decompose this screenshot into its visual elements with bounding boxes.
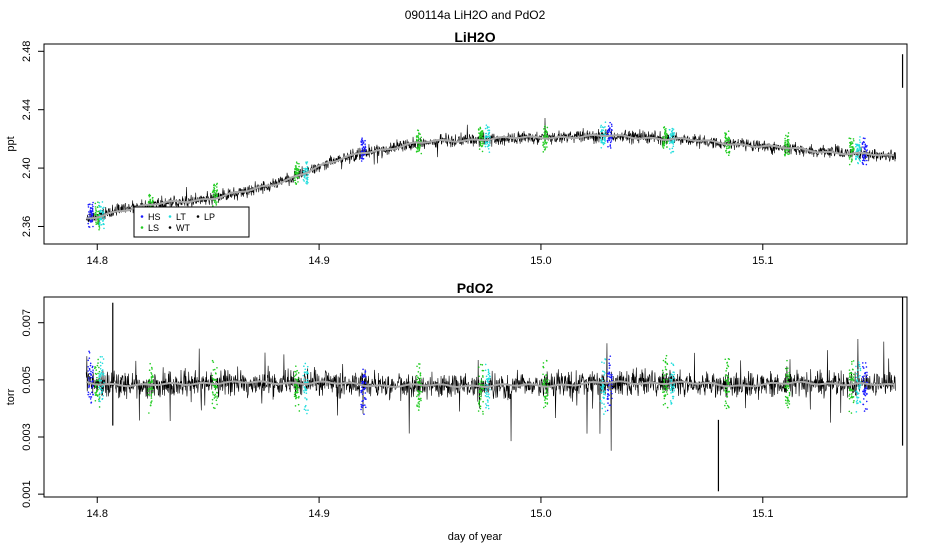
legend-wt-label: WT bbox=[176, 223, 190, 233]
pdo2-plot-frame bbox=[43, 296, 908, 498]
lih2o-calibration-hs-0 bbox=[87, 201, 94, 228]
legend-box bbox=[133, 206, 250, 238]
pdo2-panel: PdO2 torr day of year 14.8 14.9 15.0 15.1 0.… bbox=[5, 280, 908, 543]
lih2o-axes: 14.8 14.9 15.0 15.1 2.36 2.40 2.44 2.48 bbox=[21, 41, 774, 267]
lih2o-x-tick-label-1: 14.9 bbox=[308, 255, 329, 267]
lih2o-calibration-lt-19 bbox=[854, 136, 862, 165]
pdo2-y-tick-label-1: 0.003 bbox=[21, 423, 33, 451]
pdo2-calibration-ls-5 bbox=[293, 365, 301, 412]
pdo2-calibration-lt-6 bbox=[302, 362, 309, 415]
lih2o-x-tick-label-0: 14.8 bbox=[87, 255, 108, 267]
pdo2-smoothed-line bbox=[85, 380, 895, 388]
legend-ls-marker bbox=[140, 226, 144, 229]
pdo2-calibration-ls-3 bbox=[147, 362, 154, 414]
legend-ls-label: LS bbox=[148, 223, 159, 233]
legend-lt-label: LT bbox=[176, 212, 186, 222]
pdo2-y-tick-label-2: 0.005 bbox=[21, 366, 33, 394]
lih2o-calibration-ls-8 bbox=[415, 129, 423, 155]
legend-lp-label: LP bbox=[204, 212, 215, 222]
pdo2-panel-title: PdO2 bbox=[457, 280, 494, 296]
pdo2-x-axis-label: day of year bbox=[448, 531, 503, 543]
pdo2-calibration-ls-9 bbox=[477, 363, 485, 415]
lih2o-x-tick-label-2: 15.0 bbox=[530, 255, 551, 267]
pdo2-calibration-ls-11 bbox=[542, 359, 549, 409]
pdo2-calibration-hs-7 bbox=[360, 368, 367, 416]
pdo2-y-tick-label-3: 0.007 bbox=[21, 309, 33, 337]
pdo2-calibration-hs-20 bbox=[861, 362, 869, 412]
pdo2-calibration-ls-4 bbox=[211, 359, 218, 410]
lih2o-y-tick-label-1: 2.40 bbox=[21, 157, 33, 178]
pdo2-raw-trace bbox=[85, 338, 896, 451]
lih2o-panel-title: LiH2O bbox=[454, 29, 495, 45]
pdo2-x-tick-label-1: 14.9 bbox=[308, 508, 329, 520]
legend-lt-marker bbox=[168, 215, 172, 218]
lih2o-series-layer bbox=[85, 54, 904, 231]
pdo2-y-axis-label: torr bbox=[5, 388, 17, 405]
pdo2-series-layer bbox=[85, 297, 904, 492]
pdo2-calibration-ls-18 bbox=[848, 360, 855, 414]
legend-hs-label: HS bbox=[148, 212, 161, 222]
lih2o-panel: LiH2O ppt 14.8 14.9 15.0 15.1 2.36 2.40 2.44 2.… bbox=[5, 29, 908, 267]
pdo2-calibration-hs-0 bbox=[87, 350, 94, 404]
pdo2-x-tick-label-3: 15.1 bbox=[752, 508, 773, 520]
pdo2-calibration-ls-14 bbox=[661, 354, 669, 409]
legend-lp-marker bbox=[196, 215, 200, 218]
figure-title: 090114a LiH2O and PdO2 bbox=[405, 8, 546, 22]
pdo2-axes: 14.8 14.9 15.0 15.1 0.001 0.003 0.005 0.007 bbox=[21, 309, 774, 520]
pdo2-y-tick-label-0: 0.001 bbox=[21, 480, 33, 508]
lih2o-plot-frame bbox=[43, 43, 908, 245]
lih2o-x-tick-label-3: 15.1 bbox=[752, 255, 773, 267]
legend: HS LS LT WT LP bbox=[133, 206, 250, 238]
lih2o-calibration-lt-15 bbox=[668, 127, 676, 154]
lih2o-y-tick-label-2: 2.44 bbox=[21, 99, 33, 120]
pdo2-x-tick-label-0: 14.8 bbox=[87, 508, 108, 520]
lih2o-y-tick-label-3: 2.48 bbox=[21, 41, 33, 62]
legend-hs-marker bbox=[140, 215, 144, 218]
legend-wt-marker bbox=[168, 226, 172, 229]
lih2o-calibration-ls-5 bbox=[293, 161, 300, 185]
lih2o-y-tick-label-0: 2.36 bbox=[21, 216, 33, 237]
pdo2-calibration-ls-8 bbox=[415, 363, 423, 411]
pdo2-x-tick-label-2: 15.0 bbox=[530, 508, 551, 520]
lih2o-calibration-ls-11 bbox=[542, 125, 549, 153]
lih2o-y-axis-label: ppt bbox=[5, 136, 17, 151]
lih2o-smoothed-line bbox=[86, 133, 895, 220]
